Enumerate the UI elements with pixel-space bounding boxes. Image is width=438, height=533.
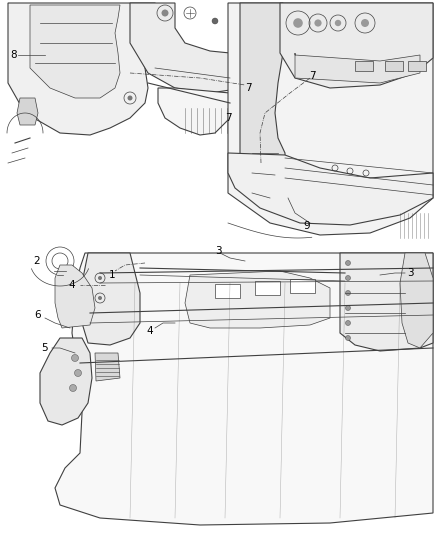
Text: 8: 8 (11, 50, 18, 60)
Circle shape (74, 369, 81, 376)
Text: 4: 4 (69, 280, 75, 290)
Text: 7: 7 (309, 71, 315, 81)
Polygon shape (240, 3, 285, 198)
Polygon shape (280, 3, 433, 88)
Circle shape (293, 18, 303, 28)
Circle shape (212, 18, 218, 24)
FancyBboxPatch shape (408, 61, 426, 71)
Polygon shape (158, 88, 230, 135)
Circle shape (346, 290, 350, 295)
Circle shape (98, 276, 102, 280)
Polygon shape (295, 53, 420, 83)
FancyBboxPatch shape (385, 61, 403, 71)
Polygon shape (340, 253, 433, 351)
Circle shape (314, 19, 321, 27)
Polygon shape (228, 3, 433, 235)
Text: 3: 3 (215, 246, 221, 256)
Circle shape (162, 10, 169, 17)
Circle shape (98, 296, 102, 300)
Text: 9: 9 (304, 221, 310, 231)
Polygon shape (95, 353, 120, 381)
FancyBboxPatch shape (290, 279, 315, 293)
Circle shape (361, 19, 369, 27)
Polygon shape (40, 338, 92, 425)
Text: 3: 3 (407, 268, 413, 278)
Text: 7: 7 (225, 113, 231, 123)
Polygon shape (228, 153, 433, 225)
Text: 4: 4 (147, 326, 153, 336)
Polygon shape (400, 253, 433, 348)
Circle shape (346, 305, 350, 311)
FancyBboxPatch shape (215, 284, 240, 298)
FancyBboxPatch shape (355, 61, 373, 71)
Polygon shape (30, 5, 120, 98)
Text: 2: 2 (34, 256, 40, 266)
Polygon shape (8, 3, 160, 135)
Polygon shape (17, 98, 38, 125)
Circle shape (346, 261, 350, 265)
Polygon shape (55, 265, 95, 328)
Circle shape (346, 276, 350, 280)
Circle shape (346, 335, 350, 341)
Text: 7: 7 (245, 83, 251, 93)
Circle shape (70, 384, 77, 392)
Polygon shape (82, 253, 140, 345)
FancyBboxPatch shape (255, 281, 280, 295)
Polygon shape (55, 253, 433, 525)
Text: 5: 5 (42, 343, 48, 353)
Text: 6: 6 (35, 310, 41, 320)
Circle shape (71, 354, 78, 361)
Circle shape (346, 320, 350, 326)
Polygon shape (130, 3, 230, 93)
Text: 1: 1 (109, 270, 115, 280)
Circle shape (335, 20, 341, 26)
Circle shape (127, 95, 133, 101)
Polygon shape (185, 271, 330, 328)
